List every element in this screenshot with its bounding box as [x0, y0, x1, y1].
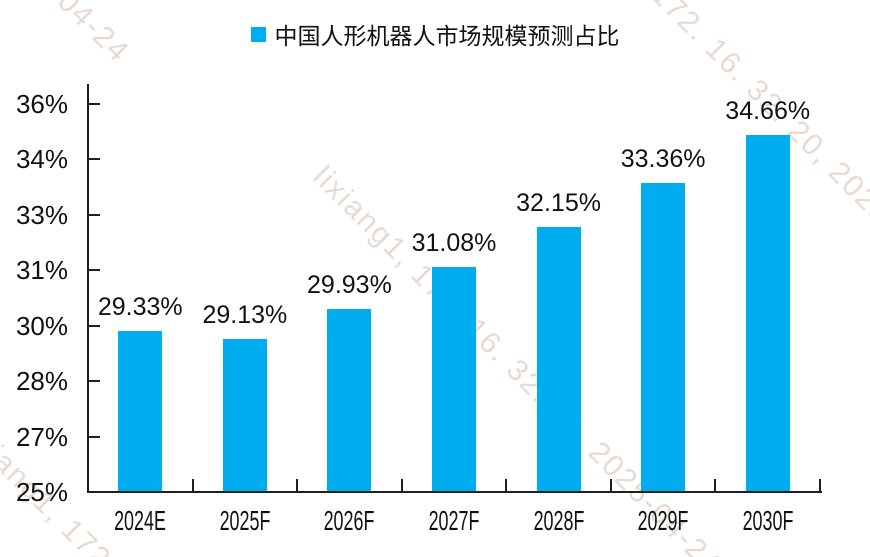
- y-axis-tick-label: 30%: [15, 310, 68, 341]
- bar-2025F: [222, 339, 267, 491]
- x-axis-category-label: 2028F: [533, 505, 584, 536]
- y-axis-tick-label: 28%: [15, 366, 68, 397]
- y-axis-tick-label: 27%: [15, 421, 68, 452]
- y-axis-tick-label: 36%: [15, 89, 68, 119]
- y-axis-tick: [88, 103, 100, 105]
- x-axis-tick: [819, 479, 821, 491]
- bar-value-label: 29.93%: [307, 271, 392, 299]
- legend-label: 中国人形机器人市场规模预测占比: [274, 23, 620, 49]
- y-axis-tick: [88, 213, 100, 216]
- bar-value-label: 29.13%: [202, 301, 288, 329]
- bar-2030F: [745, 135, 790, 491]
- y-axis-tick-label: 34%: [15, 144, 68, 175]
- x-axis-tick: [609, 479, 612, 491]
- x-axis-category-label: 2030F: [742, 505, 794, 536]
- bar-value-label: 34.66%: [725, 97, 811, 125]
- bar-2026F: [327, 309, 372, 491]
- bar-value-label: 33.36%: [620, 145, 706, 173]
- bar-value-label: 29.33%: [97, 293, 183, 321]
- x-axis-tick: [505, 479, 508, 491]
- x-axis-category-label: 2025F: [219, 505, 271, 536]
- bar-value-label: 31.08%: [411, 229, 497, 257]
- x-axis: [87, 491, 822, 493]
- y-axis-tick-label: 33%: [15, 199, 68, 230]
- bar-2028F: [536, 227, 581, 491]
- y-axis-tick: [88, 435, 100, 438]
- bar-2029F: [641, 183, 686, 491]
- x-axis-category-label: 2027F: [428, 505, 480, 536]
- x-axis-tick: [191, 479, 194, 491]
- x-axis-tick: [296, 479, 299, 491]
- x-axis-category-label: 2026F: [324, 505, 375, 536]
- x-axis-category-label: 2024E: [114, 505, 167, 536]
- y-axis-tick: [88, 380, 100, 383]
- bar-2024E: [118, 331, 163, 491]
- bar-value-label: 32.15%: [516, 189, 601, 217]
- x-axis-category-label: 2029F: [637, 505, 689, 536]
- y-axis-tick: [88, 491, 100, 493]
- y-axis-tick: [88, 324, 100, 327]
- x-axis-tick: [400, 479, 403, 491]
- x-axis-tick: [714, 479, 717, 491]
- y-axis-tick-label: 25%: [15, 477, 68, 507]
- legend-swatch-icon: [250, 26, 266, 42]
- chart-legend: 中国人形机器人市场规模预测占比: [0, 18, 870, 50]
- y-axis-tick-label: 31%: [15, 255, 68, 286]
- y-axis-tick: [88, 269, 100, 272]
- y-axis-tick: [88, 158, 100, 161]
- bar-2027F: [432, 267, 476, 491]
- x-axis-tick: [87, 479, 89, 491]
- y-axis: [87, 84, 89, 493]
